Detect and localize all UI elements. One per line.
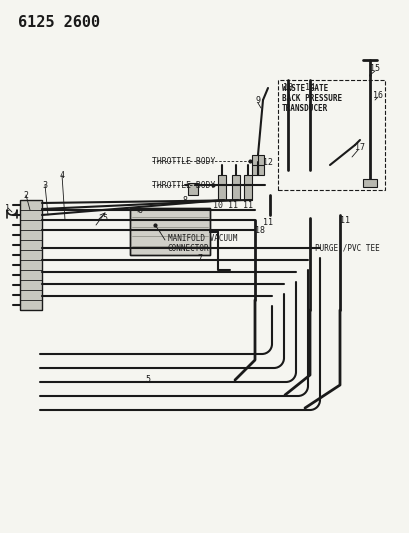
Bar bbox=[243, 175, 252, 200]
Bar bbox=[130, 208, 209, 255]
Text: 11: 11 bbox=[262, 217, 272, 227]
Text: 10: 10 bbox=[213, 200, 222, 209]
Text: 1: 1 bbox=[5, 204, 11, 213]
Text: 2: 2 bbox=[23, 190, 29, 199]
Bar bbox=[252, 155, 263, 175]
Bar bbox=[188, 183, 198, 195]
Bar bbox=[130, 208, 209, 255]
Bar bbox=[218, 175, 225, 200]
Text: BACK PRESSURE: BACK PRESSURE bbox=[281, 93, 341, 102]
Text: 17: 17 bbox=[354, 142, 364, 151]
Bar bbox=[20, 200, 42, 310]
Text: 18: 18 bbox=[254, 225, 264, 235]
Bar bbox=[362, 179, 376, 187]
Text: PURGE /PVC TEE: PURGE /PVC TEE bbox=[314, 244, 379, 253]
Bar bbox=[231, 175, 239, 200]
Text: 4: 4 bbox=[59, 171, 64, 180]
Text: 11: 11 bbox=[339, 215, 349, 224]
Text: 5: 5 bbox=[145, 376, 150, 384]
Text: THROTTLE BODY: THROTTLE BODY bbox=[152, 157, 215, 166]
Text: MANIFOLD VACUUM: MANIFOLD VACUUM bbox=[168, 233, 237, 243]
Text: 8: 8 bbox=[182, 196, 187, 205]
Text: CONNECTOR: CONNECTOR bbox=[168, 244, 209, 253]
Text: 13: 13 bbox=[282, 83, 292, 92]
Text: 5: 5 bbox=[102, 214, 107, 222]
Text: 9: 9 bbox=[255, 95, 260, 104]
Text: THROTTLE BODY: THROTTLE BODY bbox=[152, 181, 215, 190]
Text: 11: 11 bbox=[227, 200, 237, 209]
Text: WASTE GATE: WASTE GATE bbox=[281, 84, 328, 93]
Bar bbox=[277, 80, 384, 190]
Text: 11: 11 bbox=[243, 200, 252, 209]
Text: 7: 7 bbox=[197, 254, 202, 262]
Text: 14: 14 bbox=[304, 83, 314, 92]
Text: 6: 6 bbox=[137, 206, 142, 214]
Text: 15: 15 bbox=[369, 63, 379, 72]
Text: 3: 3 bbox=[43, 181, 47, 190]
Text: 16: 16 bbox=[372, 91, 382, 100]
Text: TRANSDUCER: TRANSDUCER bbox=[281, 103, 328, 112]
Text: 12: 12 bbox=[262, 157, 272, 166]
Text: 6125 2600: 6125 2600 bbox=[18, 14, 100, 29]
